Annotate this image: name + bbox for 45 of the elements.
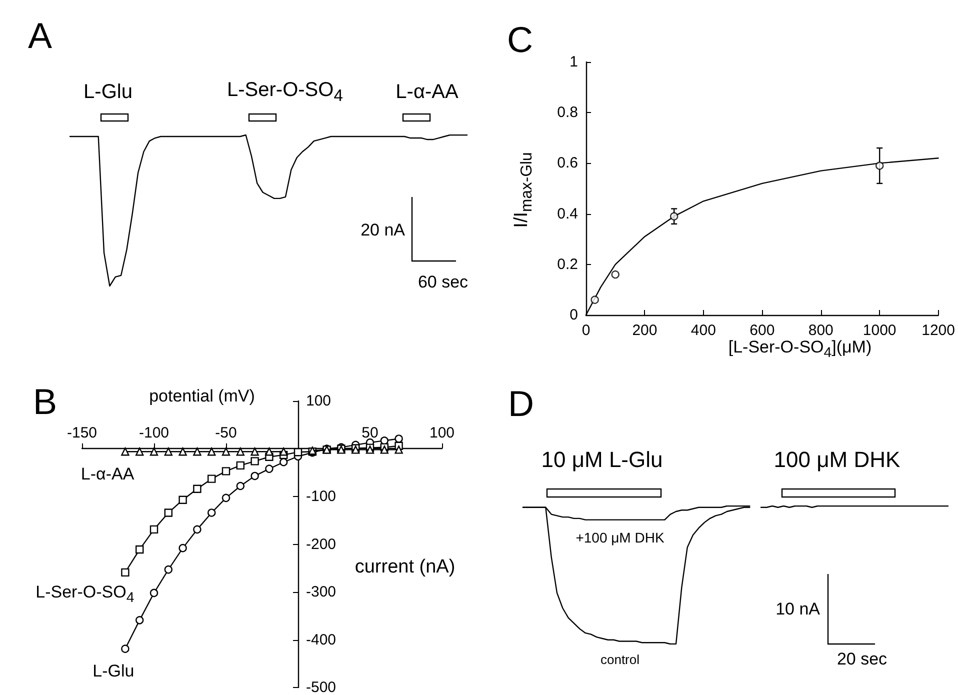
x-tick-label: 1000 — [862, 322, 896, 339]
x-tick-label: 400 — [690, 322, 716, 339]
x-axis-title: potential (mV) — [149, 386, 255, 406]
series-label: L-Ser-O-SO$_{4}$ — [36, 582, 134, 607]
x-tick-label: -50 — [215, 424, 237, 442]
x-tick-label: 1200 — [922, 322, 956, 339]
x-tick-label: 800 — [808, 322, 834, 339]
x-tick-label: 100 — [429, 424, 455, 442]
text: 20 sec — [836, 650, 888, 670]
x-axis-title: [L-Ser-O-SO$_{4}$](μM) — [728, 338, 872, 362]
series-label: +100 μM DHK — [576, 529, 664, 546]
text: 100 μM DHK — [774, 446, 900, 472]
y-tick-label: 1 — [570, 54, 578, 70]
text: L-Glu — [84, 81, 132, 103]
series-label: L-α-AA — [80, 464, 134, 484]
x-tick-label: 200 — [632, 322, 658, 339]
annotation: 10 nA — [776, 600, 820, 620]
y-tick-label: 0.8 — [557, 104, 578, 122]
y-tick-label: -400 — [306, 631, 336, 648]
chart-title: D — [508, 383, 534, 424]
x-tick-label: 600 — [750, 322, 775, 339]
y-tick-label: -500 — [306, 679, 336, 695]
y-tick-label: 0 — [570, 306, 578, 324]
text: L-α-AA — [396, 81, 458, 103]
y-axis-title: current (nA) — [354, 556, 456, 578]
x-tick-label: -150 — [66, 424, 98, 442]
text: 10 μM L-Glu — [541, 446, 663, 472]
annotation: 20 nA — [360, 220, 405, 240]
series-label: control — [600, 652, 640, 668]
y-tick-label: 0.4 — [557, 205, 578, 222]
x-tick-label: -100 — [138, 424, 170, 442]
chart-title: B — [33, 381, 58, 422]
y-tick-label: -100 — [306, 488, 336, 505]
x-tick-label: 0 — [582, 322, 590, 339]
y-tick-label: -300 — [306, 584, 336, 600]
chart-title: C — [507, 19, 533, 60]
annotation: 60 sec — [418, 272, 468, 292]
y-tick-label: -200 — [306, 536, 336, 553]
chart-title: A — [28, 15, 52, 56]
y-tick-label: 0.2 — [557, 256, 578, 273]
series-label: L-Glu — [92, 661, 134, 682]
text: L-Ser-O-SO$_{4}$ — [227, 78, 343, 106]
y-tick-label: 100 — [306, 392, 332, 410]
x-tick-label: 50 — [362, 424, 378, 442]
y-tick-label: 0.6 — [557, 154, 578, 172]
